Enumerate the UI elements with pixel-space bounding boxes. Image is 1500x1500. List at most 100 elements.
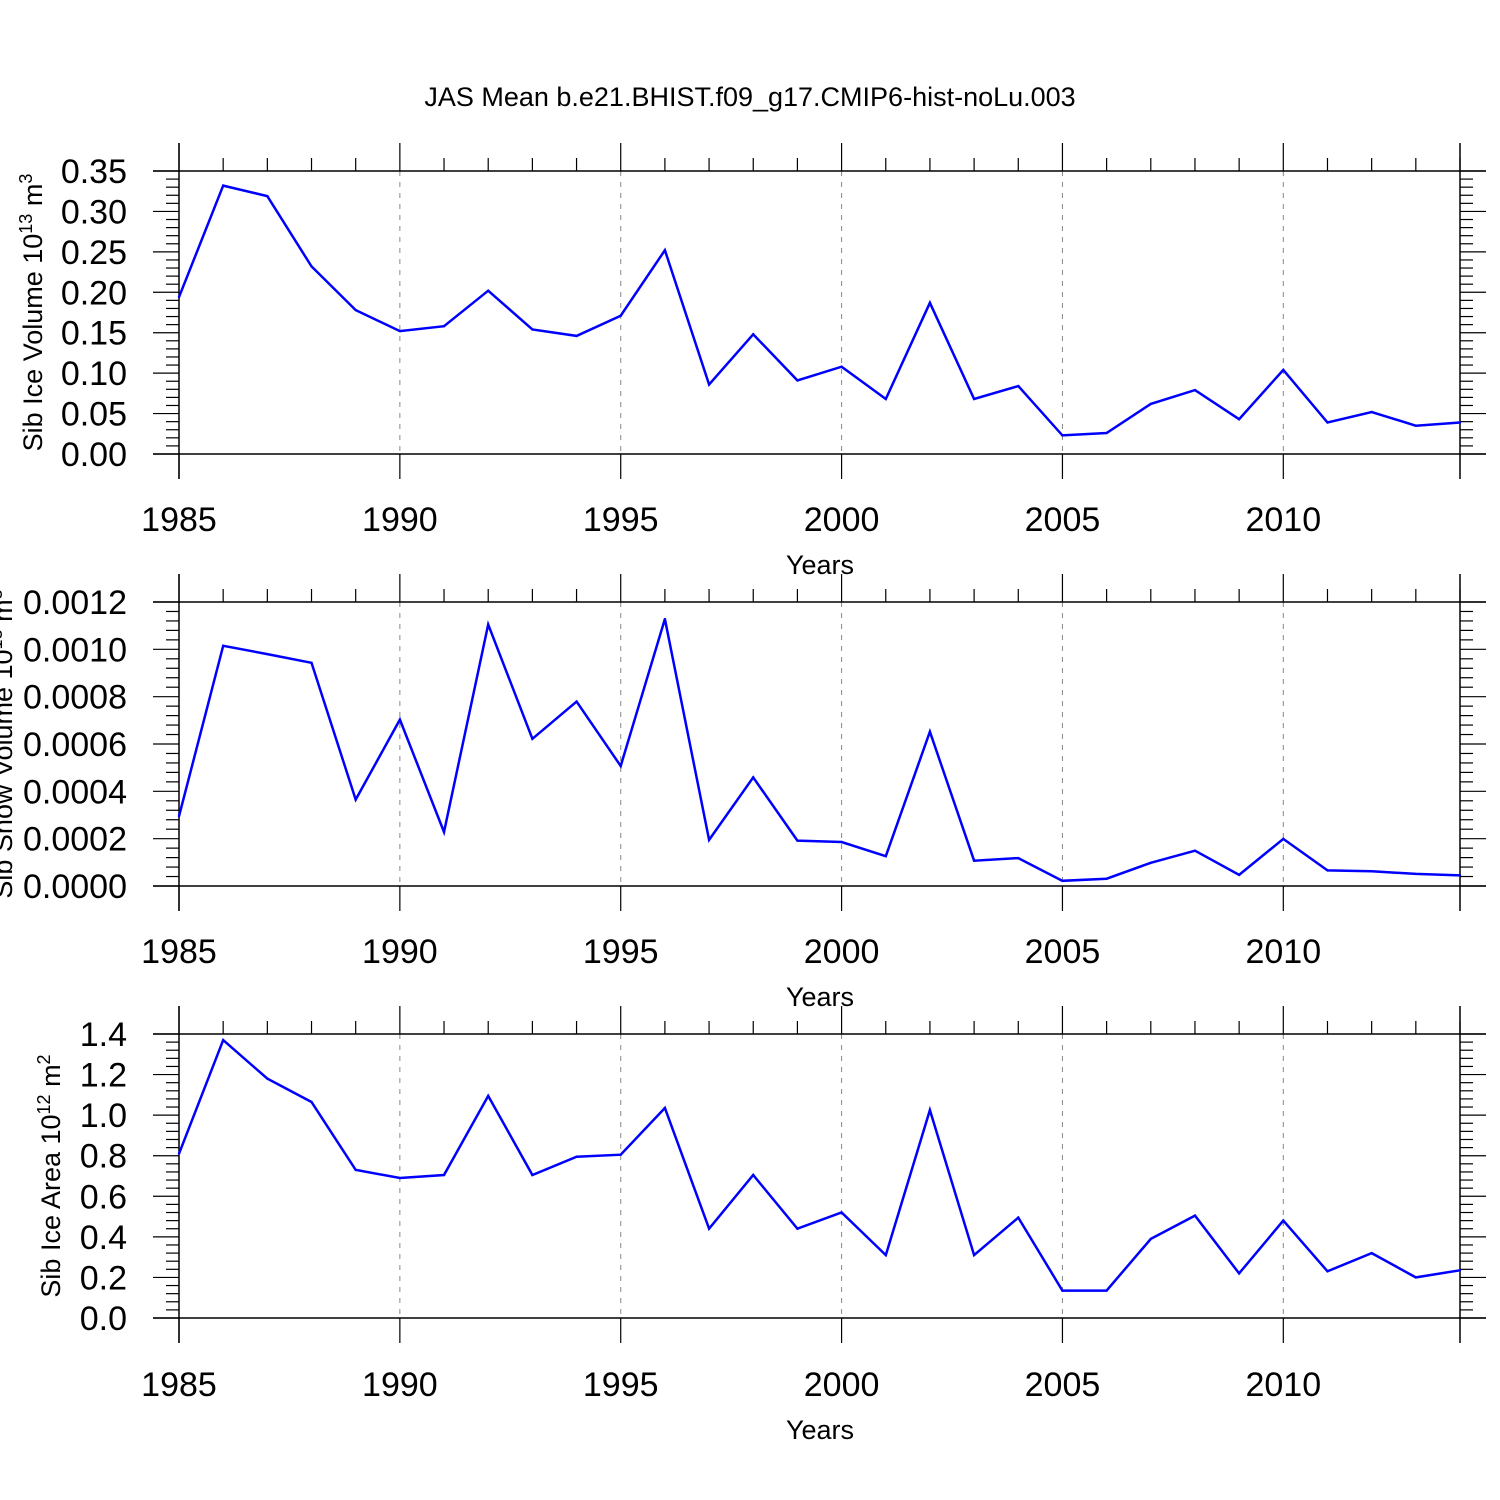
data-point (1149, 861, 1152, 865)
data-point (1282, 368, 1285, 372)
data-point (1458, 1269, 1462, 1272)
data-point (1326, 421, 1329, 424)
panel-snow-volume: 0.0000 0.0002 0.0004 0.0006 0.0008 0.0010 0.00… (0, 574, 1486, 1012)
data-point (1237, 873, 1241, 877)
data-point (928, 730, 932, 733)
y-title-unit: m (0, 599, 18, 629)
data-point (1414, 872, 1418, 876)
data-point (1414, 424, 1418, 427)
data-point (928, 301, 932, 304)
y-axis-title: Sib Ice Area 1012 m2 (34, 1054, 66, 1297)
data-point (310, 1100, 313, 1104)
data-point (1370, 870, 1373, 873)
data-point (840, 365, 843, 368)
data-point (575, 1155, 578, 1158)
data-point (221, 1038, 225, 1042)
panel-ice-volume: 0.000.050.100.150.200.250.300.35 1985 1990… (16, 143, 1486, 580)
data-point (840, 1211, 843, 1214)
y-tick-label: 0.00 (61, 436, 127, 474)
y-title-exponent: 13 (16, 214, 36, 234)
data-point (1105, 1289, 1108, 1292)
y-tick-label: 0.0012 (23, 584, 127, 622)
data-point (354, 1168, 357, 1172)
data-point (1370, 410, 1373, 414)
y-title-unit: m (36, 1064, 66, 1094)
data-point (884, 1253, 887, 1257)
data-point (619, 764, 622, 768)
data-point (1282, 1219, 1285, 1222)
x-tick-label: 1995 (583, 933, 659, 971)
x-tick-label: 1995 (583, 501, 659, 539)
y-tick-label: 0.0010 (23, 631, 127, 669)
data-point (398, 329, 402, 333)
x-tick-label: 1990 (362, 501, 438, 539)
data-point (442, 1173, 446, 1177)
data-point (221, 644, 225, 647)
data-point (707, 1227, 711, 1230)
data-point (266, 652, 269, 656)
data-point (1017, 1216, 1020, 1219)
data-point (1193, 388, 1197, 392)
data-point (796, 839, 799, 842)
y-tick-label: 0.20 (61, 274, 127, 312)
x-tick-label: 1985 (141, 933, 217, 971)
data-point (1017, 856, 1020, 860)
data-point (487, 289, 490, 292)
data-point (531, 328, 534, 331)
y-tick-label: 0.25 (61, 234, 127, 272)
y-tick-label: 0.10 (61, 355, 127, 393)
x-axis-title: Years (786, 982, 854, 1012)
data-point (575, 700, 578, 703)
x-axis-title: Years (786, 1415, 854, 1445)
data-point (1193, 849, 1197, 852)
y-title-unit-exponent: 2 (34, 1054, 54, 1064)
x-tick-label: 2010 (1245, 1366, 1321, 1404)
x-tick-label: 2010 (1245, 933, 1321, 971)
data-point (398, 1176, 402, 1180)
y-tick-label: 0.0006 (23, 726, 127, 764)
data-point (310, 265, 313, 268)
x-tick-label: 1985 (141, 501, 217, 539)
y-tick-label: 0.4 (80, 1219, 127, 1257)
y-title-main: Sib Ice Area 10 (36, 1114, 66, 1297)
y-title-main: Sib Ice Volume 10 (18, 234, 48, 452)
x-axis-title: Years (786, 550, 854, 580)
x-tick-label: 2005 (1025, 933, 1101, 971)
data-point (575, 334, 578, 338)
data-point (796, 1227, 799, 1230)
y-tick-label: 0.0008 (23, 679, 127, 717)
panel-ice-area: 0.00.20.40.60.81.01.21.4 1985 1990 1995 2000… (34, 1006, 1486, 1445)
data-point (752, 1173, 755, 1177)
y-tick-label: 0.8 (80, 1138, 127, 1176)
data-point (1282, 837, 1285, 841)
x-tick-label: 1995 (583, 1366, 659, 1404)
data-point (1458, 421, 1462, 424)
data-point (398, 718, 402, 721)
data-point (840, 840, 843, 844)
data-point (663, 1106, 667, 1110)
data-point (310, 661, 313, 665)
data-point (752, 776, 755, 779)
data-point (1061, 879, 1064, 882)
data-point (1326, 1270, 1329, 1273)
series-line (177, 1037, 1461, 1292)
y-tick-label: 0.6 (80, 1178, 127, 1216)
data-point (442, 830, 446, 834)
x-tick-label: 2005 (1025, 1366, 1101, 1404)
y-tick-label: 0.15 (61, 315, 127, 353)
data-point (354, 308, 357, 312)
y-title-main: Sib Snow Volume 10 (0, 649, 18, 898)
data-point (177, 814, 181, 818)
data-point (266, 1077, 269, 1080)
y-title-unit-exponent: 3 (0, 589, 6, 599)
data-point (663, 617, 667, 621)
y-tick-label: 0.0000 (23, 868, 127, 906)
x-tick-label: 2000 (804, 501, 880, 539)
data-point (1458, 874, 1462, 877)
data-point (487, 1094, 490, 1098)
data-point (354, 798, 357, 801)
y-tick-label: 0.0004 (23, 773, 127, 811)
data-point (1414, 1276, 1418, 1279)
data-point (1105, 431, 1108, 435)
y-title-exponent: 13 (0, 629, 6, 649)
